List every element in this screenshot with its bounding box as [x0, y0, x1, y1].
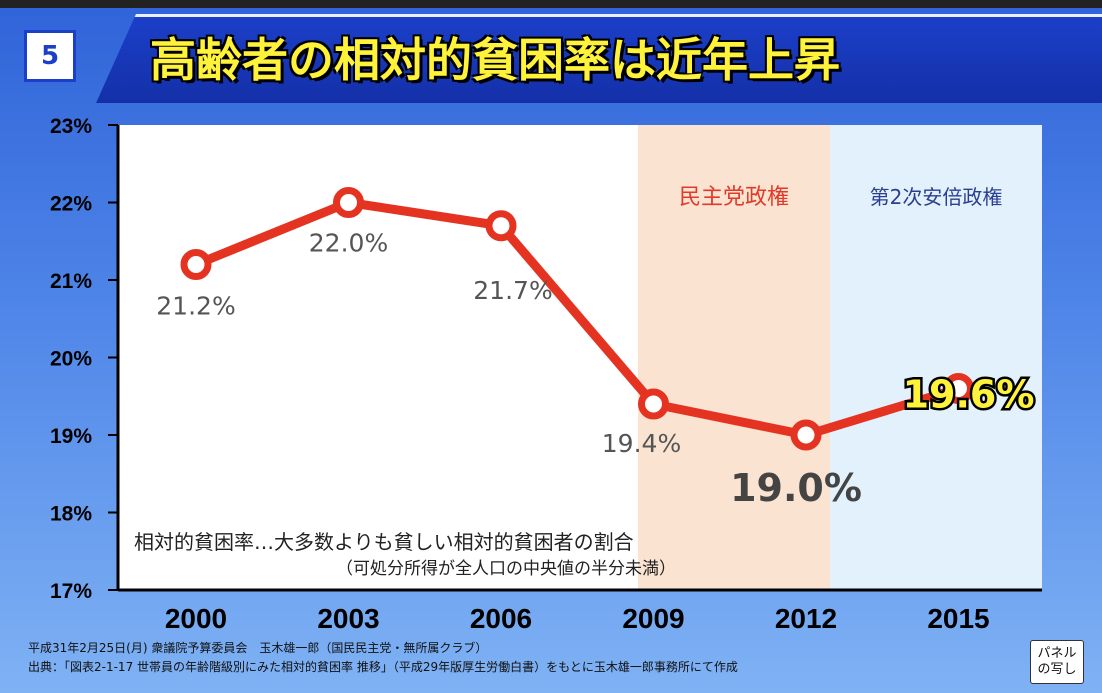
x-tick-label: 2012 [775, 603, 837, 634]
x-tick-label: 2003 [317, 603, 379, 634]
footer-source-line2: 出典：「図表2-1-17 世帯員の年齢階級別にみた相対的貧困率 推移」（平成29… [28, 660, 738, 674]
series-line [191, 198, 963, 440]
era-band-dpj [638, 125, 830, 590]
y-tick-label: 19% [50, 425, 92, 448]
data-point-2003 [333, 187, 364, 218]
x-tick-label: 2006 [470, 603, 532, 634]
data-point-2000 [180, 249, 212, 280]
panel-copy-stamp: パネル の写し [1030, 640, 1084, 684]
data-label-2006: 21.7% [473, 276, 552, 305]
y-tick-label: 23% [50, 115, 92, 138]
data-label-2012: 19.0% [730, 466, 862, 510]
y-tick-label: 21% [50, 270, 92, 293]
data-point-2006 [485, 210, 517, 242]
y-tick-label: 18% [50, 503, 92, 526]
era-band-dpj-label: 民主党政権 [679, 185, 789, 210]
slide-number-badge: 5 [24, 30, 76, 82]
era-band-abe [830, 125, 1042, 590]
data-point-2015 [943, 373, 974, 404]
data-label-2009: 19.4% [602, 429, 681, 458]
x-tick-label: 2009 [622, 603, 684, 634]
definition-note: 相対的貧困率…大多数よりも貧しい相対的貧困者の割合 [134, 530, 634, 554]
x-tick-label: 2000 [165, 603, 227, 634]
data-label-2003: 22.0% [309, 229, 388, 258]
y-tick-label: 22% [50, 193, 92, 216]
x-tick-label: 2015 [927, 603, 989, 634]
y-tick-label: 20% [50, 348, 92, 371]
slide-title: 高齢者の相対的貧困率は近年上昇 [150, 33, 840, 87]
stamp-line1: パネル [1037, 646, 1077, 661]
footer-source-line1: 平成31年2月25日(月) 衆議院予算委員会 玉木雄一郎（国民民主党・無所属クラ… [28, 641, 488, 655]
data-point-2012 [790, 419, 822, 451]
y-tick-label: 17% [50, 580, 92, 603]
top-bar [0, 0, 1102, 8]
data-point-2009 [638, 388, 669, 420]
data-label-2000: 21.2% [156, 292, 235, 321]
data-label-2015: 19.6% [903, 373, 1035, 417]
era-band-abe-label: 第2次安倍政権 [870, 185, 1003, 209]
title-banner [96, 14, 1102, 103]
definition-subnote: （可処分所得が全人口の中央値の半分未満） [336, 559, 676, 579]
stamp-line2: の写し [1037, 662, 1077, 677]
